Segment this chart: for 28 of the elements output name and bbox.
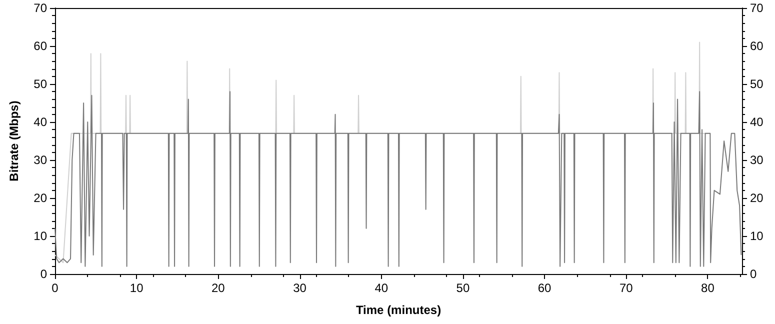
y2-tick-label: 40: [750, 115, 764, 129]
y-tick-label: 70: [34, 1, 48, 15]
y2-tick-label: 70: [750, 1, 764, 15]
x-tick-label: 20: [212, 281, 226, 295]
y2-tick-label: 60: [750, 39, 764, 53]
y-tick-label: 30: [34, 153, 48, 167]
y2-tick-label: 0: [750, 267, 757, 281]
y-tick-label: 20: [34, 191, 48, 205]
y-tick-label: 50: [34, 77, 48, 91]
x-tick-label: 10: [130, 281, 144, 295]
x-tick-label: 70: [619, 281, 634, 295]
x-tick-label: 30: [293, 281, 307, 295]
y2-tick-label: 10: [750, 229, 764, 243]
y2-tick-label: 20: [750, 191, 764, 205]
x-tick-label: 40: [374, 281, 388, 295]
y-tick-label: 0: [40, 267, 48, 281]
y2-tick-label: 30: [750, 153, 764, 167]
y-axis-title: Bitrate (Mbps): [7, 100, 21, 182]
x-tick-label: 80: [701, 281, 715, 295]
x-tick-label: 60: [538, 281, 552, 295]
line-series: [54, 91, 742, 267]
y-tick-label: 10: [34, 229, 48, 243]
y2-tick-label: 50: [750, 77, 764, 91]
y-tick-label: 40: [34, 115, 48, 129]
x-tick-label: 0: [52, 281, 59, 295]
y-tick-label: 60: [34, 39, 48, 53]
x-tick-label: 50: [456, 281, 470, 295]
x-axis-title: Time (minutes): [356, 303, 442, 317]
